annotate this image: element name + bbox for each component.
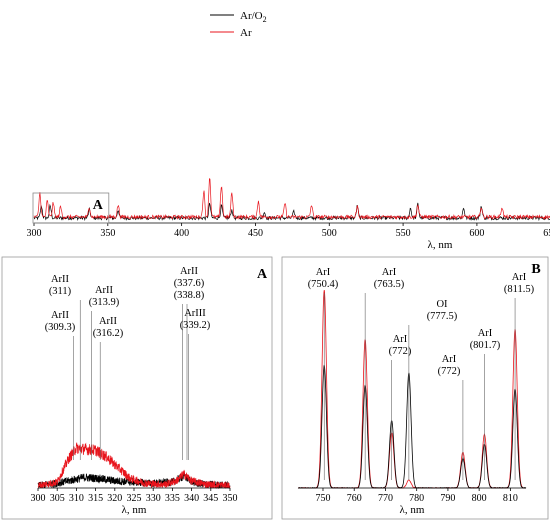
peak-annotation-line: (313.9): [89, 297, 120, 308]
peak-annotation-line: ArI: [382, 267, 397, 278]
series-ar-line: [297, 290, 526, 489]
peak-annotation: ArI(763.5): [364, 267, 405, 480]
panel-b-frame: [281, 256, 549, 520]
peak-annotation: ArIII(339.2): [180, 308, 211, 460]
series-ar-o2-line: [33, 202, 550, 222]
peak-annotation: ArI(772): [438, 354, 464, 480]
series-ar-o2-line: [297, 364, 527, 489]
x-axis-label: λ, nm: [122, 504, 147, 516]
panel-a-chart: 300 305 310 315 320 325 330 335 340 345 350 λ, nm A A…: [31, 266, 268, 516]
series-ar-line: [33, 178, 550, 221]
peak-annotation-line: ArI: [316, 267, 331, 278]
peak-annotation: ArI(811.5): [504, 272, 535, 480]
x-tick-label: 500: [322, 228, 337, 239]
peak-annotation: ArII(309.3): [45, 310, 76, 460]
x-tick-label: 780: [409, 493, 424, 504]
peak-annotation: ArI(772): [389, 334, 412, 480]
legend-entry-ar: Ar: [240, 27, 252, 39]
peak-annotation: ArI(750.4): [308, 267, 339, 480]
peak-annotation-line: (777.5): [427, 311, 458, 322]
peak-annotation: ArII(313.9): [89, 285, 120, 460]
x-tick-label: 770: [378, 493, 393, 504]
x-tick-label: 400: [174, 228, 189, 239]
x-tick-label: 330: [146, 493, 161, 504]
x-tick-label: 350: [223, 493, 238, 504]
x-tick-label: 450: [248, 228, 263, 239]
peak-annotation-line: (772): [389, 346, 412, 357]
peak-annotation-line: (811.5): [504, 284, 535, 295]
x-tick-label: 760: [347, 493, 362, 504]
legend-subscript: 2: [263, 15, 267, 24]
peak-annotation-line: (309.3): [45, 322, 76, 333]
peak-annotation-line: (339.2): [180, 320, 211, 331]
main-chart: 300350400450500550600650700750800850λ, n…: [27, 10, 550, 251]
x-tick-label: 340: [184, 493, 199, 504]
peak-annotation-line: ArII: [51, 310, 70, 321]
x-tick-label: 550: [396, 228, 411, 239]
region-a-label: A: [93, 198, 104, 213]
legend: Ar/O2 Ar: [210, 10, 267, 39]
x-tick-label: 335: [165, 493, 180, 504]
x-axis-label: λ, nm: [400, 504, 425, 516]
x-tick-label: 320: [107, 493, 122, 504]
peak-annotation-line: ArII: [180, 266, 199, 277]
x-tick-label: 300: [27, 228, 42, 239]
peak-annotation-line: ArII: [99, 316, 118, 327]
peak-annotation-line: (772): [438, 366, 461, 377]
peak-annotation-line: (338.8): [174, 290, 205, 301]
peak-annotation-line: ArI: [442, 354, 457, 365]
peak-annotation-line: (801.7): [470, 340, 501, 351]
panel-b-label: B: [531, 262, 540, 277]
legend-entry-ar-o2: Ar/O2: [240, 10, 267, 24]
peak-annotation-line: ArI: [512, 272, 527, 283]
x-tick-label: 315: [88, 493, 103, 504]
panel-a-label: A: [257, 267, 268, 282]
peak-annotation: ArII(311): [49, 274, 81, 460]
panel-a-frame: [1, 256, 273, 520]
peak-annotation: ArI(801.7): [470, 328, 501, 480]
x-tick-label: 345: [203, 493, 218, 504]
x-axis-label: λ, nm: [428, 239, 453, 251]
x-tick-label: 310: [69, 493, 84, 504]
x-tick-label: 790: [440, 493, 455, 504]
peak-annotation-line: ArII: [95, 285, 114, 296]
peak-annotation: ArII(337.6)(338.8): [174, 266, 205, 460]
peak-annotation-line: (750.4): [308, 279, 339, 290]
peak-annotation-line: (311): [49, 286, 72, 297]
x-tick-label: 305: [50, 493, 65, 504]
x-tick-label: 300: [31, 493, 46, 504]
peak-annotation: ArII(316.2): [93, 316, 124, 460]
x-tick-label: 325: [127, 493, 142, 504]
x-tick-label: 650: [543, 228, 550, 239]
peak-annotation-line: (763.5): [374, 279, 405, 290]
peak-annotation-line: ArIII: [184, 308, 206, 319]
x-tick-label: 810: [503, 493, 518, 504]
peak-annotation-line: ArII: [51, 274, 70, 285]
x-tick-label: 800: [472, 493, 487, 504]
x-tick-label: 750: [315, 493, 330, 504]
peak-annotation-line: OI: [436, 299, 448, 310]
x-tick-label: 600: [469, 228, 484, 239]
series-ar-line: [37, 442, 231, 490]
region-a-box: [32, 192, 110, 224]
peak-annotation-line: ArI: [478, 328, 493, 339]
peak-annotation-line: (316.2): [93, 328, 124, 339]
x-tick-label: 350: [100, 228, 115, 239]
peak-annotation: OI(777.5): [408, 299, 458, 480]
peak-annotation-line: (337.6): [174, 278, 205, 289]
peak-annotation-line: ArI: [393, 334, 408, 345]
